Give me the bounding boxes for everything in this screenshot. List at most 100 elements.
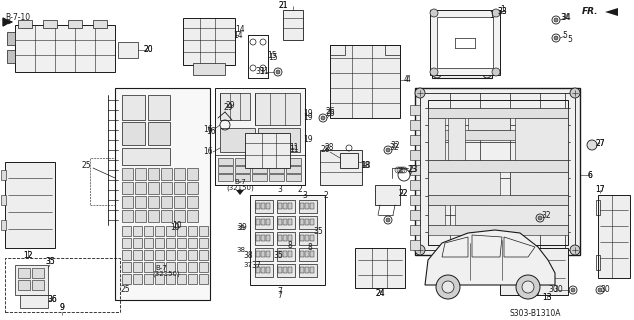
Bar bbox=[188, 262, 197, 272]
Polygon shape bbox=[425, 230, 555, 285]
Bar bbox=[428, 100, 568, 245]
Text: 38: 38 bbox=[236, 247, 245, 253]
Polygon shape bbox=[605, 8, 618, 16]
Bar bbox=[122, 210, 133, 222]
Bar bbox=[299, 264, 317, 277]
Circle shape bbox=[571, 288, 575, 292]
Bar bbox=[299, 200, 317, 213]
Bar bbox=[596, 255, 600, 270]
Bar bbox=[122, 122, 145, 145]
Bar bbox=[410, 120, 420, 130]
Bar bbox=[286, 174, 301, 181]
Bar bbox=[266, 203, 270, 209]
Text: 32: 32 bbox=[389, 142, 399, 151]
Circle shape bbox=[433, 70, 441, 78]
Bar bbox=[330, 45, 400, 118]
Text: 16: 16 bbox=[204, 148, 213, 156]
Bar bbox=[148, 182, 159, 194]
Bar bbox=[286, 158, 301, 165]
Text: 1: 1 bbox=[489, 11, 495, 20]
Bar bbox=[430, 10, 500, 75]
Circle shape bbox=[386, 218, 390, 222]
Bar bbox=[455, 205, 568, 225]
Circle shape bbox=[321, 116, 325, 120]
Bar bbox=[18, 268, 30, 278]
Bar bbox=[199, 250, 208, 260]
Bar bbox=[266, 219, 270, 225]
Bar bbox=[261, 235, 265, 241]
Text: 36: 36 bbox=[47, 295, 57, 305]
Bar bbox=[133, 262, 142, 272]
Bar bbox=[144, 262, 153, 272]
Text: 5: 5 bbox=[562, 31, 567, 41]
Bar bbox=[18, 280, 30, 290]
Bar bbox=[266, 235, 270, 241]
Text: 24: 24 bbox=[375, 289, 385, 298]
Bar bbox=[43, 20, 57, 28]
Bar bbox=[166, 262, 175, 272]
Bar bbox=[155, 238, 164, 248]
Bar bbox=[18, 20, 32, 28]
Text: 7: 7 bbox=[278, 287, 282, 297]
Text: 39: 39 bbox=[236, 225, 245, 231]
Bar bbox=[432, 18, 492, 78]
Text: 21: 21 bbox=[278, 2, 288, 11]
Bar bbox=[7, 32, 15, 45]
Bar bbox=[428, 172, 500, 195]
Bar bbox=[155, 226, 164, 236]
Bar bbox=[90, 158, 115, 205]
Text: 32: 32 bbox=[541, 211, 551, 220]
Text: FR.: FR. bbox=[581, 7, 598, 17]
Bar bbox=[252, 174, 267, 181]
Text: (32150): (32150) bbox=[152, 271, 180, 277]
Bar bbox=[410, 105, 420, 115]
Bar bbox=[468, 118, 510, 130]
Circle shape bbox=[415, 245, 425, 255]
Text: 39: 39 bbox=[237, 223, 247, 233]
Text: S303-B1310A: S303-B1310A bbox=[509, 309, 560, 318]
Bar bbox=[452, 48, 472, 60]
Circle shape bbox=[492, 68, 500, 76]
Bar bbox=[277, 264, 295, 277]
Bar bbox=[188, 274, 197, 284]
Bar bbox=[410, 225, 420, 235]
Bar bbox=[199, 238, 208, 248]
Bar bbox=[300, 235, 304, 241]
Text: 19: 19 bbox=[303, 114, 313, 123]
Text: 23: 23 bbox=[408, 165, 418, 174]
Bar bbox=[177, 274, 186, 284]
Bar bbox=[258, 128, 300, 152]
Text: 13: 13 bbox=[542, 293, 552, 302]
Bar bbox=[133, 274, 142, 284]
Bar bbox=[448, 118, 465, 160]
Bar bbox=[93, 20, 107, 28]
Text: 12: 12 bbox=[23, 252, 33, 260]
Polygon shape bbox=[236, 190, 244, 195]
Bar bbox=[278, 251, 282, 257]
Bar bbox=[220, 128, 255, 152]
Bar bbox=[355, 248, 405, 288]
Bar bbox=[174, 182, 185, 194]
Bar bbox=[278, 219, 282, 225]
Text: 21: 21 bbox=[278, 2, 288, 11]
Bar bbox=[122, 182, 133, 194]
Bar bbox=[187, 182, 198, 194]
Bar bbox=[122, 250, 131, 260]
Circle shape bbox=[386, 148, 390, 152]
Bar bbox=[235, 174, 250, 181]
Bar bbox=[115, 88, 210, 300]
Bar bbox=[415, 88, 580, 255]
Bar bbox=[122, 262, 131, 272]
Bar bbox=[1, 170, 6, 180]
Bar bbox=[256, 267, 260, 273]
Bar bbox=[177, 226, 186, 236]
Circle shape bbox=[436, 275, 460, 299]
Bar bbox=[277, 232, 295, 245]
Text: 33: 33 bbox=[497, 7, 507, 17]
Text: 8: 8 bbox=[307, 244, 313, 252]
Bar bbox=[188, 238, 197, 248]
Text: 11: 11 bbox=[289, 143, 299, 153]
Bar bbox=[261, 251, 265, 257]
Bar bbox=[300, 251, 304, 257]
Text: 20: 20 bbox=[143, 45, 153, 54]
